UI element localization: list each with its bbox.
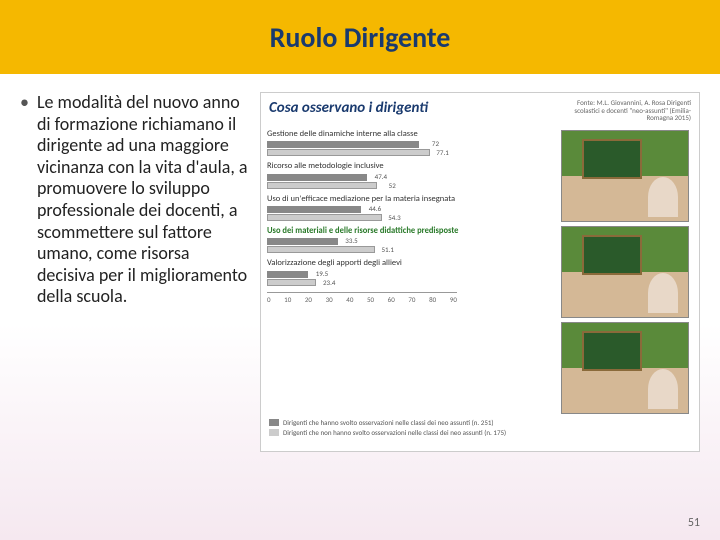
- classroom-illustration-1: [561, 130, 689, 222]
- chart-bars-area: Gestione delle dinamiche interne alla cl…: [267, 130, 557, 414]
- bar-series-1: 47.4: [267, 174, 367, 181]
- bar-series-1: 33.5: [267, 238, 338, 245]
- bar-value: 44.6: [369, 204, 381, 213]
- classroom-illustration-2: [561, 226, 689, 318]
- chart-category-row: Gestione delle dinamiche interne alla cl…: [267, 130, 557, 156]
- category-label: Ricorso alle metodologie inclusive: [267, 162, 557, 171]
- legend-swatch: [269, 429, 279, 436]
- chart-legend: Dirigenti che hanno svolto osservazioni …: [261, 414, 699, 442]
- bar-value: 33.5: [345, 236, 357, 245]
- legend-text: Dirigenti che non hanno svolto osservazi…: [283, 428, 506, 437]
- left-column: • Le modalità del nuovo anno di formazio…: [20, 92, 260, 452]
- page-title: Ruolo Dirigente: [270, 20, 451, 55]
- bar-value: 51.1: [381, 245, 393, 254]
- bar-series-2: 77.1: [267, 149, 430, 156]
- header-band: Ruolo Dirigente: [0, 0, 720, 74]
- bar-series-1: 19.5: [267, 271, 308, 278]
- chart-category-row: Uso di un'efficace mediazione per la mat…: [267, 195, 557, 221]
- page-number: 51: [688, 516, 700, 530]
- bar-series-1: 44.6: [267, 206, 361, 213]
- bar-series-1: 72: [267, 141, 419, 148]
- bar-value: 19.5: [316, 269, 328, 278]
- bar-value: 47.4: [375, 172, 387, 181]
- bar-series-2: 23.4: [267, 279, 316, 286]
- chart-category-row: Uso dei materiali e delle risorse didatt…: [267, 227, 557, 253]
- bar-value: 72: [432, 139, 439, 148]
- category-label: Uso dei materiali e delle risorse didatt…: [267, 227, 557, 236]
- bar-value: 52: [389, 181, 396, 190]
- bar-value: 77.1: [436, 148, 448, 157]
- illustration-column: [557, 130, 691, 414]
- legend-swatch: [269, 419, 279, 426]
- legend-text: Dirigenti che hanno svolto osservazioni …: [283, 418, 494, 427]
- bar-series-2: 52: [267, 182, 377, 189]
- bullet-marker: •: [20, 92, 29, 114]
- chart-category-row: Valorizzazione degli apporti degli allie…: [267, 259, 557, 285]
- legend-row: Dirigenti che hanno svolto osservazioni …: [269, 418, 691, 427]
- classroom-illustration-3: [561, 322, 689, 414]
- bar-series-2: 54.3: [267, 214, 382, 221]
- bar-value: 23.4: [323, 278, 335, 287]
- category-label: Uso di un'efficace mediazione per la mat…: [267, 195, 557, 204]
- content-row: • Le modalità del nuovo anno di formazio…: [0, 74, 720, 452]
- x-axis: 0102030405060708090: [267, 292, 457, 304]
- chart-category-row: Ricorso alle metodologie inclusive47.452: [267, 162, 557, 188]
- bar-value: 54.3: [388, 213, 400, 222]
- chart-source: Fonte: M.L. Giovannini, A. Rosa Dirigent…: [551, 99, 691, 122]
- legend-row: Dirigenti che non hanno svolto osservazi…: [269, 428, 691, 437]
- chart-panel: Cosa osservano i dirigenti Fonte: M.L. G…: [260, 92, 700, 452]
- bar-series-2: 51.1: [267, 246, 375, 253]
- category-label: Gestione delle dinamiche interne alla cl…: [267, 130, 557, 139]
- category-label: Valorizzazione degli apporti degli allie…: [267, 259, 557, 268]
- chart-title: Cosa osservano i dirigenti: [269, 99, 428, 122]
- body-paragraph: Le modalità del nuovo anno di formazione…: [37, 92, 250, 308]
